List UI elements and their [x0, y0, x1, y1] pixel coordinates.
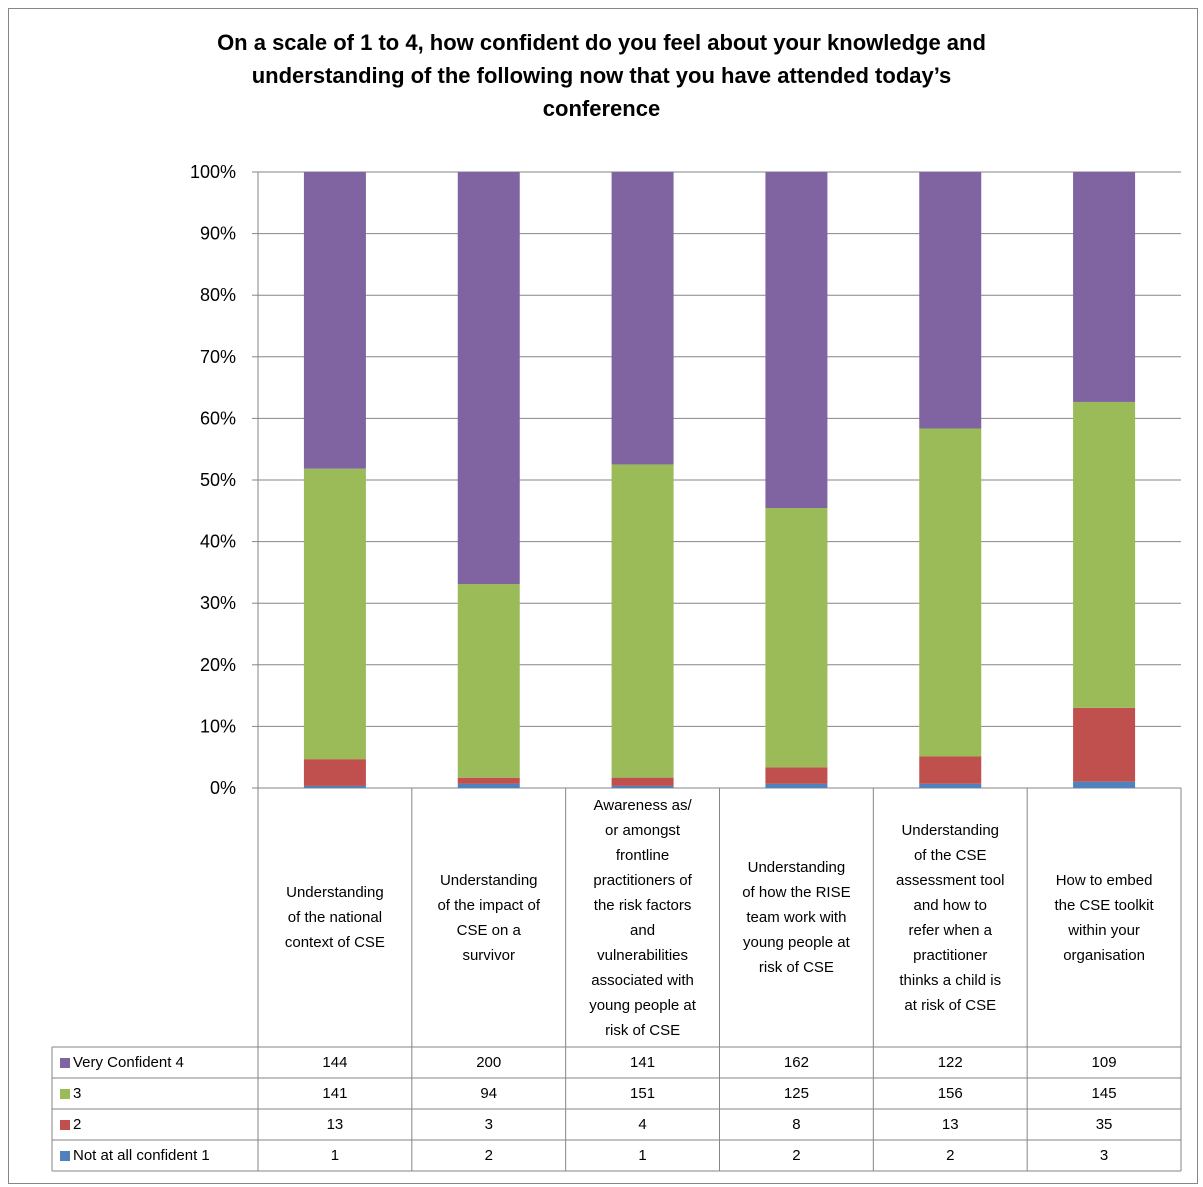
bar-segment [457, 783, 520, 788]
chart-frame [8, 8, 1198, 1184]
category-label: Understanding of the CSE assessment tool an… [896, 821, 1005, 1014]
legend-row-label: Not at all confident 1 [60, 1140, 210, 1171]
bar-segment [303, 172, 366, 469]
chart-title-line-3: conference [542, 96, 661, 121]
legend-text: 2 [73, 1116, 82, 1133]
table-cell: 2 [484, 1147, 493, 1164]
table-cell: 141 [630, 1054, 656, 1071]
bar-segment [919, 428, 982, 757]
bar-segment [919, 756, 982, 784]
table-cell: 94 [480, 1085, 498, 1102]
bar-segment [611, 777, 674, 786]
table-cell: 3 [484, 1116, 493, 1133]
table-cell: 35 [1095, 1116, 1113, 1133]
y-tick-label: 50% [200, 470, 236, 490]
category-label: Awareness as/or amongst frontline practiti… [589, 796, 696, 1039]
legend-text: Very Confident 4 [73, 1054, 184, 1071]
table-cell: 156 [937, 1085, 963, 1102]
bar-segment [303, 468, 366, 760]
y-tick-label: 100% [190, 162, 236, 182]
table-cell: 162 [783, 1054, 809, 1071]
bar-segment [611, 172, 674, 465]
table-cell: 13 [326, 1116, 344, 1133]
y-tick-label: 90% [200, 224, 236, 244]
y-tick-label: 0% [210, 778, 236, 798]
legend-swatch [60, 1150, 70, 1161]
table-cell: 1 [330, 1147, 340, 1164]
legend-row-label: 2 [60, 1109, 81, 1140]
y-tick-label: 20% [200, 655, 236, 675]
legend-text: 3 [73, 1085, 82, 1102]
y-tick-label: 80% [200, 285, 236, 305]
bar-segment [1073, 172, 1136, 402]
bar-segment [1073, 781, 1136, 788]
y-tick-label: 10% [200, 716, 236, 736]
bar-segment [457, 584, 520, 778]
table-cell: 144 [322, 1054, 348, 1071]
y-tick-label: 60% [200, 408, 236, 428]
bar-segment [1073, 707, 1136, 782]
table-cell: 151 [630, 1085, 656, 1102]
y-tick-label: 40% [200, 532, 236, 552]
bar-segment [457, 777, 520, 784]
legend-swatch [60, 1088, 70, 1099]
category-label: Understanding of the impact of CSE on a sur… [437, 871, 541, 964]
y-tick-label: 30% [200, 593, 236, 613]
bar-segment [303, 759, 366, 786]
legend-row-label: Very Confident 4 [60, 1047, 184, 1078]
table-cell: 109 [1091, 1054, 1117, 1071]
table-cell: 200 [476, 1054, 502, 1071]
legend-text: Not at all confident 1 [73, 1147, 210, 1164]
bar-segment [919, 783, 982, 788]
legend-row-label: 3 [60, 1078, 81, 1109]
y-tick-label: 70% [200, 347, 236, 367]
bar-segment [1073, 401, 1136, 708]
table-cell: 2 [792, 1147, 801, 1164]
chart-title-line-2: understanding of the following now that … [251, 63, 952, 88]
category-label: Understanding of the national context of C… [284, 884, 385, 951]
legend-swatch [60, 1057, 70, 1068]
table-cell: 3 [1099, 1147, 1109, 1164]
table-cell: 125 [783, 1085, 809, 1102]
bar-segment [611, 464, 674, 778]
chart-title-line-1: On a scale of 1 to 4, how confident do y… [217, 30, 986, 55]
bar-segment [457, 172, 520, 585]
table-cell: 122 [937, 1054, 963, 1071]
legend-swatch [60, 1119, 70, 1130]
table-cell: 145 [1091, 1085, 1117, 1102]
bar-segment [765, 767, 828, 784]
table-cell: 13 [941, 1116, 959, 1133]
bar-segment [303, 785, 366, 788]
table-cell: 1 [638, 1147, 647, 1164]
bar-segment [765, 508, 828, 768]
table-cell: 2 [946, 1147, 955, 1164]
category-label: How to embed the CSE toolkit within your or… [1054, 871, 1154, 964]
bar-segment [765, 783, 828, 788]
table-cell: 141 [322, 1085, 348, 1102]
table-cell: 4 [638, 1116, 647, 1133]
category-label: Understanding of how the RISE team work wi… [742, 859, 851, 976]
table-cell: 8 [792, 1116, 801, 1133]
bar-segment [611, 785, 674, 788]
bar-segment [765, 172, 828, 508]
bar-segment [919, 172, 982, 429]
chart-title: On a scale of 1 to 4, how confident do y… [0, 26, 1203, 125]
